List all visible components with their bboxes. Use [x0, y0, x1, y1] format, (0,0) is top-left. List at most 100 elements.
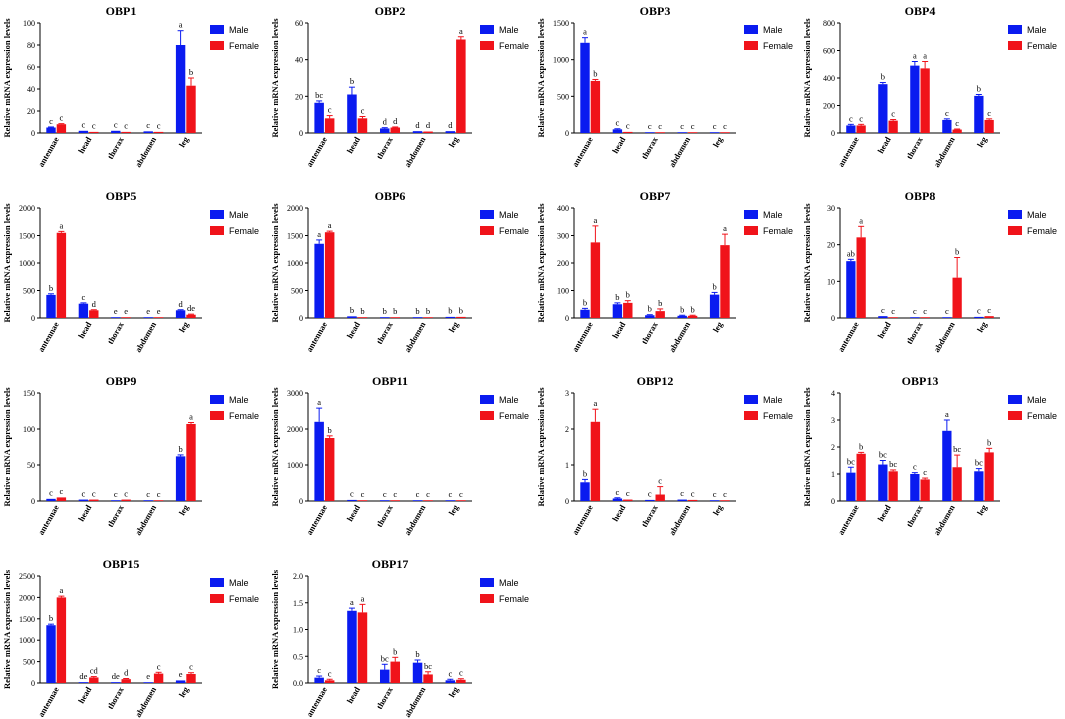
bar-male-antennae	[846, 472, 856, 501]
significance-label: e	[157, 306, 161, 316]
chart-title: OBP8	[905, 189, 936, 203]
significance-label: c	[361, 106, 365, 116]
category-label: abdomen	[931, 320, 957, 354]
category-label: leg	[177, 319, 191, 334]
bar-female-leg	[186, 674, 196, 683]
significance-label: c	[459, 668, 463, 678]
y-tick-label: 500	[557, 92, 569, 101]
bar-female-leg	[984, 316, 994, 318]
significance-label: c	[124, 121, 128, 131]
bar-female-abdomen	[153, 673, 164, 683]
bar-male-leg	[175, 456, 186, 501]
y-axis-label: Relative mRNA expression levels	[270, 18, 280, 138]
category-label: head	[345, 320, 363, 340]
significance-label: c	[383, 489, 387, 499]
bar-female-head	[623, 302, 633, 318]
bar-male-thorax	[111, 317, 121, 318]
significance-label: b	[859, 441, 863, 451]
legend-swatch-female	[210, 594, 224, 603]
y-tick-label: 0	[31, 679, 35, 688]
y-tick-label: 200	[823, 102, 835, 111]
significance-label: c	[459, 489, 463, 499]
category-label: abdomen	[402, 135, 428, 169]
chart-title: OBP4	[905, 4, 936, 18]
bar-female-abdomen	[423, 131, 433, 133]
bar-male-antennae	[46, 498, 56, 501]
significance-label: b	[383, 306, 387, 316]
category-label: head	[875, 135, 893, 155]
significance-label: c	[859, 113, 863, 123]
bar-female-head	[888, 471, 898, 501]
bar-male-head	[78, 303, 89, 318]
bar-male-leg	[445, 131, 456, 133]
legend-label-female: Female	[763, 226, 793, 236]
y-tick-label: 500	[23, 658, 35, 667]
category-label: leg	[446, 134, 460, 149]
category-label: abdomen	[133, 685, 159, 719]
significance-label: b	[459, 306, 463, 316]
legend-swatch-female	[480, 41, 494, 50]
bar-male-thorax	[111, 130, 121, 133]
significance-label: a	[945, 409, 949, 419]
category-label: abdomen	[667, 320, 693, 354]
significance-label: bc	[889, 459, 897, 469]
bar-female-antennae	[856, 453, 866, 501]
y-tick-label: 1.5	[293, 599, 303, 608]
category-label: abdomen	[402, 685, 428, 719]
y-tick-label: 0	[831, 129, 835, 138]
chart-title: OBP11	[372, 374, 408, 388]
legend-swatch-female	[744, 226, 758, 235]
bar-male-abdomen	[143, 500, 153, 501]
category-label: head	[610, 135, 628, 155]
bar-female-thorax	[655, 132, 665, 133]
bar-female-leg	[456, 39, 466, 133]
bar-male-thorax	[645, 132, 655, 133]
y-tick-label: 40	[295, 56, 303, 65]
y-axis-label: Relative mRNA expression levels	[270, 387, 280, 507]
significance-label: a	[913, 51, 917, 61]
significance-label: a	[859, 215, 863, 225]
significance-label: c	[648, 121, 652, 131]
legend-label-female: Female	[1027, 411, 1057, 421]
y-tick-label: 100	[557, 287, 569, 296]
bar-female-antennae	[856, 237, 866, 318]
bar-male-head	[78, 130, 89, 133]
bar-female-leg	[186, 314, 196, 318]
y-tick-label: 2	[565, 425, 569, 434]
category-label: antennae	[836, 135, 861, 169]
bar-male-thorax	[910, 317, 920, 318]
bar-female-thorax	[390, 317, 401, 318]
bar-female-abdomen	[687, 132, 698, 133]
chart-obp15: OBP15 Relative mRNA expression levels 0 500…	[2, 557, 259, 719]
y-tick-label: 100	[23, 19, 35, 28]
significance-label: c	[114, 119, 118, 129]
bar-male-antennae	[846, 125, 856, 133]
category-label: thorax	[105, 134, 126, 161]
significance-label: c	[849, 113, 853, 123]
bar-male-leg	[445, 500, 456, 501]
category-label: antennae	[36, 320, 61, 354]
chart-title: OBP6	[375, 189, 406, 203]
bar-female-head	[89, 677, 99, 683]
legend-label-male: Male	[499, 395, 519, 405]
bar-female-thorax	[920, 68, 930, 133]
y-axis-label: Relative mRNA expression levels	[2, 387, 12, 507]
y-tick-label: 2000	[19, 593, 35, 602]
bar-male-thorax	[379, 128, 390, 133]
y-tick-label: 80	[27, 41, 35, 50]
legend-swatch-male	[744, 25, 758, 34]
category-label: antennae	[36, 135, 61, 169]
chart-title: OBP3	[640, 4, 671, 18]
category-label: leg	[446, 319, 460, 334]
legend-swatch-male	[480, 578, 494, 587]
y-tick-label: 60	[295, 19, 303, 28]
y-tick-label: 0	[299, 497, 303, 506]
bar-male-antennae	[580, 309, 590, 318]
bar-female-abdomen	[952, 277, 962, 318]
legend-label-male: Male	[499, 25, 519, 35]
significance-label: b	[415, 649, 419, 659]
significance-label: c	[923, 467, 927, 477]
category-label: antennae	[304, 320, 329, 354]
significance-label: b	[881, 72, 885, 82]
significance-label: c	[146, 489, 150, 499]
